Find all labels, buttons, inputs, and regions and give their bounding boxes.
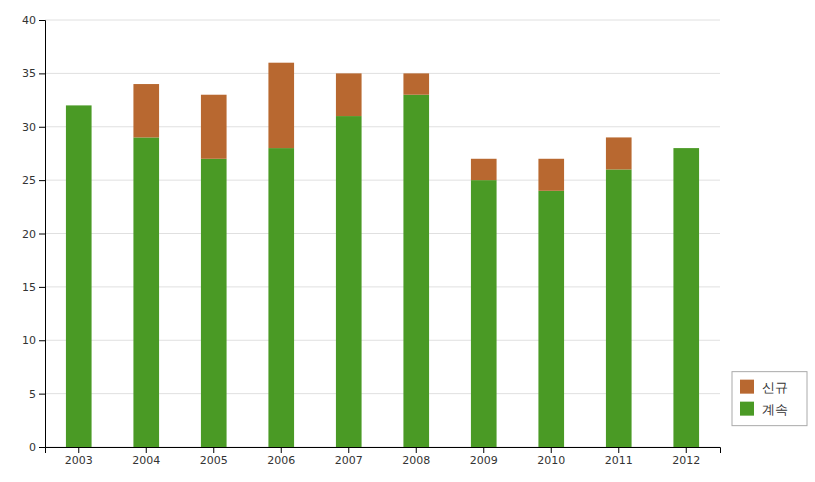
bar [201, 95, 227, 159]
tick-mark [483, 447, 484, 453]
bar [606, 169, 632, 447]
tick-mark [146, 447, 147, 453]
bar [471, 180, 497, 447]
legend-item: 신규 [740, 380, 788, 395]
bars [66, 63, 699, 447]
tick-label: 2004 [132, 454, 160, 467]
tick: 20 [22, 228, 45, 241]
tick-label: 2011 [605, 454, 633, 467]
bar [133, 137, 159, 447]
tick: 2003 [65, 447, 93, 467]
grid [45, 20, 720, 447]
tick: 15 [22, 281, 45, 294]
tick-mark [39, 180, 45, 181]
tick-mark [39, 127, 45, 128]
tick-mark [213, 447, 214, 453]
bar [538, 191, 564, 447]
tick-label: 2010 [537, 454, 565, 467]
tick-label: 2003 [65, 454, 93, 467]
bar [268, 148, 294, 447]
legend-frame [732, 372, 807, 426]
tick-mark [39, 394, 45, 395]
bar [403, 73, 429, 94]
legend-label: 계속 [762, 402, 788, 417]
tick-label: 20 [22, 228, 36, 241]
tick-mark [281, 447, 282, 453]
grid-line [45, 73, 720, 74]
tick: 40 [22, 14, 45, 27]
tick: 2008 [402, 447, 430, 467]
tick-label: 25 [22, 174, 36, 187]
tick-label: 40 [22, 14, 36, 27]
tick-label: 15 [22, 281, 36, 294]
tick-mark [78, 447, 79, 453]
tick: 0 [29, 441, 45, 454]
tick-mark [39, 340, 45, 341]
tick: 2011 [605, 447, 633, 467]
tick-label: 2007 [335, 454, 363, 467]
tick: 2004 [132, 447, 160, 467]
tick: 10 [22, 334, 45, 347]
series [66, 95, 699, 447]
tick: 25 [22, 174, 45, 187]
tick-mark [39, 73, 45, 74]
bar [403, 95, 429, 447]
tick-mark [686, 447, 687, 453]
legend-item: 계속 [740, 402, 788, 417]
tick-label: 30 [22, 121, 36, 134]
grid-line [45, 20, 720, 21]
tick: 30 [22, 121, 45, 134]
tick: 35 [22, 67, 45, 80]
bar [673, 148, 699, 447]
tick-mark [39, 447, 45, 448]
bar [133, 84, 159, 137]
plot: 2003200420052006200720082009201020112012… [22, 14, 807, 467]
tick-label: 0 [29, 441, 36, 454]
tick-label: 2009 [470, 454, 498, 467]
tick-label: 2008 [402, 454, 430, 467]
legend-label: 신규 [762, 380, 788, 395]
bar [66, 105, 92, 447]
tick-label: 2006 [267, 454, 295, 467]
y-axis: 0 5 10 15 20 25 30 35 40 [22, 14, 46, 454]
tick: 2009 [470, 447, 498, 467]
tick-label: 2005 [200, 454, 228, 467]
tick-mark [39, 20, 45, 21]
tick-mark [348, 447, 349, 453]
chart: 2003200420052006200720082009201020112012… [0, 0, 815, 482]
tick: 2005 [200, 447, 228, 467]
tick-mark [39, 234, 45, 235]
tick-mark [416, 447, 417, 453]
bar [336, 73, 362, 116]
tick-mark [618, 447, 619, 453]
bar [201, 159, 227, 447]
x-axis: 2003 2004 2005 2006 2007 2008 2009 2010 2011 2012 [46, 447, 721, 467]
tick-label: 10 [22, 334, 36, 347]
series [133, 63, 631, 191]
tick: 2007 [335, 447, 363, 467]
tick-label: 35 [22, 67, 36, 80]
bar [471, 159, 497, 180]
bar [336, 116, 362, 447]
bar [538, 159, 564, 191]
tick: 5 [29, 388, 45, 401]
bar [66, 105, 92, 106]
tick-label: 2012 [672, 454, 700, 467]
tick: 2010 [537, 447, 565, 467]
legend: 신규계속 [732, 372, 807, 426]
tick-label: 5 [29, 388, 36, 401]
bar [268, 63, 294, 148]
axis-line [46, 448, 721, 454]
bar [673, 148, 699, 149]
tick-mark [551, 447, 552, 453]
legend-swatch [740, 402, 754, 416]
legend-swatch [740, 380, 754, 394]
tick: 2006 [267, 447, 295, 467]
tick: 2012 [672, 447, 700, 467]
tick-mark [39, 287, 45, 288]
bar [606, 137, 632, 169]
axis-line [39, 21, 46, 448]
